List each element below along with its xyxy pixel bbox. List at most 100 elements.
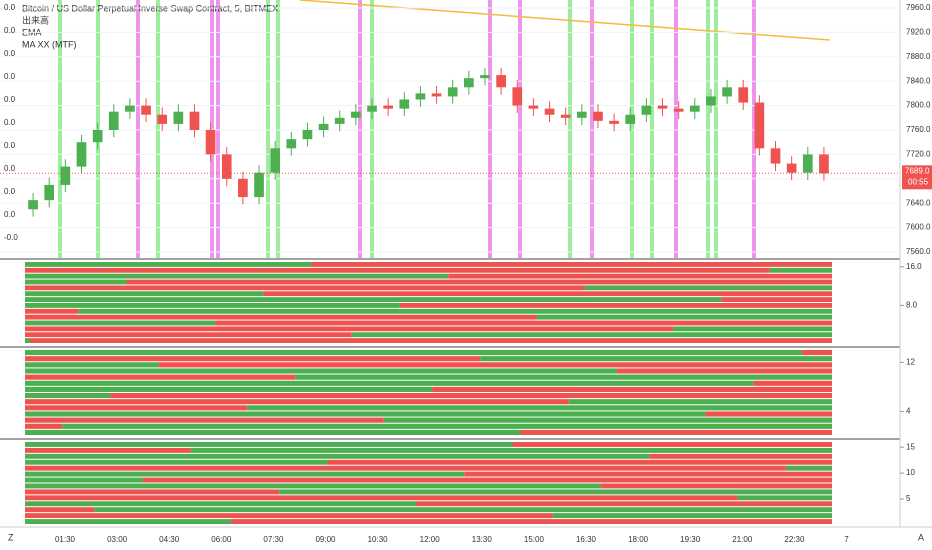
heat-row	[464, 471, 832, 477]
heat-row	[25, 501, 416, 507]
countdown-label: 00:55	[908, 177, 929, 186]
pane-tick-label: 15	[906, 442, 915, 451]
candle-body	[302, 130, 313, 140]
candle-body	[819, 154, 829, 174]
heatmap	[25, 350, 833, 435]
heat-row	[25, 471, 465, 477]
heat-row	[568, 399, 832, 405]
y-tick-label: 7760.0	[906, 125, 931, 134]
candle-body	[576, 111, 587, 118]
candle-body	[399, 99, 410, 109]
heat-row	[25, 303, 400, 308]
pane-tick-label: 12	[906, 357, 915, 366]
left-axis-label: 0.0	[4, 72, 16, 81]
heat-row	[753, 380, 832, 386]
left-axis-label: 0.0	[4, 49, 16, 58]
heat-row	[25, 483, 601, 489]
separators	[0, 0, 932, 528]
heat-row	[110, 393, 833, 399]
heat-row	[552, 513, 832, 519]
y-tick-label: 7960.0	[906, 3, 931, 12]
candle-body	[44, 184, 55, 201]
heat-row	[536, 314, 832, 320]
candle-body	[673, 108, 684, 112]
heat-row	[25, 362, 159, 368]
heat-row	[584, 285, 832, 291]
heat-row	[62, 423, 833, 429]
candle-body	[641, 105, 652, 115]
heat-row	[25, 429, 521, 435]
heat-row	[25, 297, 722, 302]
candle-body	[754, 102, 765, 149]
indicator-label: MA XX (MTF)	[22, 39, 77, 49]
heat-row	[25, 326, 674, 332]
left-axis-label: 0.0	[4, 118, 16, 127]
heat-row	[25, 477, 143, 483]
heat-row	[705, 411, 832, 417]
heat-row	[25, 459, 328, 465]
candle-body	[173, 111, 184, 124]
candle-body	[367, 105, 377, 112]
heat-row	[263, 291, 832, 297]
heat-row	[25, 453, 650, 459]
heat-row	[25, 399, 569, 405]
left-axis-label: 0.0	[4, 141, 16, 150]
heat-row	[520, 429, 832, 435]
heat-row	[231, 519, 832, 524]
candle-body	[205, 130, 216, 155]
heat-row	[327, 459, 832, 465]
heat-row	[769, 267, 832, 273]
candle-body	[738, 87, 749, 103]
heat-row	[25, 320, 215, 326]
candle-body	[609, 120, 619, 124]
candle-body	[770, 148, 781, 164]
candle-body	[221, 154, 232, 179]
signal-lines	[58, 0, 756, 258]
candle-body	[593, 111, 603, 121]
pane-tick-label: 4	[906, 407, 911, 416]
left-axis-label: 0.0	[4, 95, 16, 104]
y-tick-label: 7920.0	[906, 28, 931, 37]
heat-row	[247, 405, 832, 411]
heat-row	[142, 477, 832, 483]
candle-body	[334, 117, 345, 124]
candle-body	[125, 105, 135, 112]
x-tick-label: 06:00	[211, 535, 232, 544]
heat-row	[158, 362, 832, 368]
heat-row	[25, 442, 513, 447]
left-axis-label: 0.0	[4, 164, 16, 173]
left-axis-label: 0.0	[4, 26, 16, 35]
heat-row	[512, 442, 832, 447]
candle-body	[464, 78, 474, 88]
heat-row	[415, 501, 832, 507]
x-tick-label: 10:30	[368, 535, 389, 544]
y-tick-label: 7560.0	[906, 247, 931, 256]
corner-icon[interactable]: Z	[8, 532, 14, 542]
candle-body	[447, 87, 458, 97]
x-tick-label: 01:30	[55, 535, 76, 544]
candle-body	[706, 96, 716, 106]
candle-body	[431, 93, 442, 97]
heat-row	[25, 308, 79, 314]
heat-row	[600, 483, 832, 489]
heat-row	[480, 356, 832, 362]
left-axis-label: 0.0	[4, 210, 16, 219]
candle-body	[722, 87, 732, 97]
long-ma	[299, 0, 831, 41]
heat-row	[25, 447, 191, 453]
left-axis-label: 0.0	[4, 187, 16, 196]
heat-row	[94, 507, 832, 513]
heat-row	[448, 273, 832, 279]
heat-row	[25, 417, 384, 423]
heat-row	[295, 374, 832, 380]
candle-body	[157, 114, 168, 124]
candle-body	[141, 105, 151, 115]
left-axis-label: -0.0	[4, 233, 18, 242]
corner-icon[interactable]: A	[918, 532, 924, 542]
x-tick-label: 22:30	[784, 535, 805, 544]
heat-row	[190, 447, 833, 453]
candle-body	[512, 87, 523, 106]
pane-tick-label: 16.0	[906, 262, 922, 271]
heat-row	[25, 285, 585, 291]
